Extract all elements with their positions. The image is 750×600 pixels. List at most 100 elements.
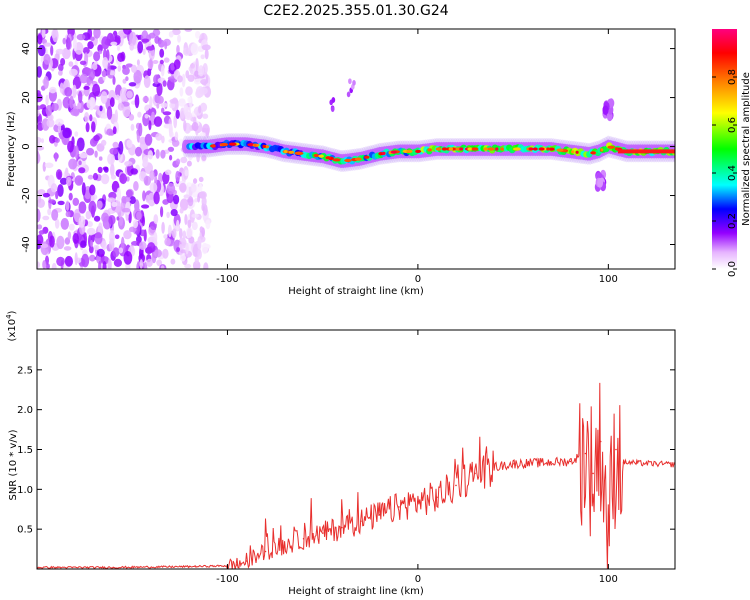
noise-blob — [83, 85, 90, 90]
noise-blob — [174, 131, 179, 141]
noise-blob — [170, 209, 178, 217]
noise-blob — [65, 200, 70, 211]
noise-blob — [191, 121, 199, 132]
noise-blob — [52, 29, 59, 43]
noise-blob — [67, 140, 74, 153]
ridge-peak — [294, 151, 302, 155]
y-tick-label: -20 — [21, 187, 32, 203]
noise-blob — [89, 184, 96, 196]
noise-blob — [101, 36, 110, 50]
noise-blob — [89, 114, 93, 122]
noise-blob — [116, 45, 121, 51]
noise-blob — [93, 51, 101, 62]
snr-point — [302, 537, 305, 540]
noise-blob — [125, 76, 129, 82]
noise-blob — [181, 73, 186, 88]
noise-blob — [177, 75, 183, 83]
noise-blob — [68, 61, 74, 67]
noise-blob — [119, 87, 129, 101]
ridge-peak — [575, 150, 579, 154]
colorbar-tick-label: 0.2 — [727, 213, 738, 229]
y-tick-label: 2.0 — [17, 405, 33, 416]
noise-blob — [51, 103, 59, 111]
snr-point — [636, 462, 638, 464]
snr-point — [188, 565, 191, 568]
noise-blob — [173, 59, 181, 70]
noise-blob — [170, 78, 178, 83]
noise-blob — [161, 107, 165, 114]
snr-point — [569, 460, 572, 463]
noise-blob — [45, 263, 50, 269]
noise-blob — [109, 70, 116, 76]
noise-blob — [176, 44, 180, 55]
noise-blob — [130, 168, 138, 175]
noise-blob — [65, 211, 71, 218]
noise-blob — [94, 231, 103, 245]
y-tick-label: 40 — [21, 42, 32, 55]
noise-blob — [106, 128, 114, 136]
noise-blob — [153, 214, 159, 225]
noise-blob — [123, 251, 133, 265]
noise-blob — [93, 215, 101, 222]
noise-blob — [178, 99, 186, 107]
noise-blob — [169, 102, 176, 109]
noise-blob — [100, 256, 110, 265]
snr-point — [360, 520, 362, 522]
noise-blob — [67, 231, 72, 240]
noise-blob — [72, 197, 80, 206]
ridge-peak — [532, 147, 538, 151]
noise-blob — [153, 116, 163, 127]
x-tick-label: -100 — [216, 274, 239, 285]
noise-blob — [138, 122, 143, 137]
noise-blob — [112, 76, 116, 85]
noise-blob — [176, 247, 181, 252]
noise-blob — [103, 167, 109, 173]
x-tick-label: 0 — [415, 274, 421, 285]
noise-blob — [198, 65, 205, 77]
noise-blob — [172, 139, 180, 147]
noise-blob — [168, 31, 174, 38]
noise-blob — [184, 111, 193, 121]
noise-blob — [138, 253, 145, 263]
noise-blob — [143, 175, 151, 186]
ridge-peak — [318, 154, 324, 158]
ridge-peak — [382, 151, 386, 155]
noise-blob — [91, 62, 98, 71]
noise-blob — [97, 166, 103, 174]
noise-blob — [133, 181, 139, 191]
noise-blob — [194, 256, 199, 264]
noise-blob — [59, 177, 68, 185]
feature-blob — [352, 80, 356, 86]
noise-blob — [60, 218, 69, 230]
snr-point — [474, 472, 476, 475]
noise-blob — [191, 213, 199, 218]
noise-blob — [110, 41, 118, 46]
noise-blob — [43, 53, 51, 65]
noise-blob — [65, 167, 69, 178]
noise-blob — [74, 175, 84, 186]
noise-blob — [102, 57, 109, 69]
noise-blob — [108, 215, 116, 225]
noise-blob — [184, 169, 189, 177]
noise-blob — [183, 194, 190, 199]
noise-blob — [50, 45, 54, 56]
feature-blob — [346, 91, 351, 98]
noise-blob — [38, 194, 42, 204]
noise-blob — [115, 94, 120, 101]
noise-blob — [37, 109, 40, 117]
noise-blob — [194, 70, 199, 77]
ridge-peak — [467, 147, 473, 151]
noise-blob — [167, 224, 172, 238]
noise-blob — [144, 133, 153, 146]
noise-blob — [194, 198, 199, 203]
ridge-peak — [228, 142, 237, 146]
noise-blob — [122, 103, 131, 118]
noise-blob — [89, 239, 94, 248]
noise-blob — [37, 208, 41, 223]
noise-blob — [79, 73, 89, 84]
noise-blob — [183, 120, 187, 132]
noise-blob — [137, 41, 144, 54]
ridge-peak — [495, 147, 499, 151]
noise-blob — [173, 115, 178, 129]
noise-blob — [82, 47, 90, 55]
